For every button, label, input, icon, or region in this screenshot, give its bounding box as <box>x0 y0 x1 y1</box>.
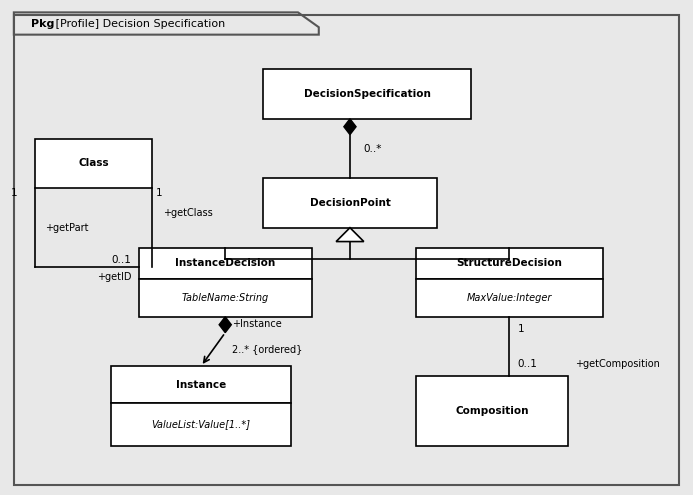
Polygon shape <box>344 119 356 135</box>
Text: +getClass: +getClass <box>163 208 213 218</box>
Text: InstanceDecision: InstanceDecision <box>175 258 275 268</box>
Text: 1: 1 <box>10 188 17 198</box>
Text: +getID: +getID <box>97 272 132 282</box>
Bar <box>263 69 471 119</box>
Text: 1: 1 <box>518 324 525 334</box>
Text: 0..1: 0..1 <box>112 255 132 265</box>
Text: MaxValue:Integer: MaxValue:Integer <box>466 293 552 303</box>
Text: 0..1: 0..1 <box>518 359 538 369</box>
Polygon shape <box>336 228 364 242</box>
Text: ValueList:Value[1..*]: ValueList:Value[1..*] <box>152 419 250 429</box>
Text: TableName:String: TableName:String <box>182 293 269 303</box>
Bar <box>111 366 291 403</box>
Text: Class: Class <box>78 158 109 168</box>
Text: Composition: Composition <box>455 406 529 416</box>
Bar <box>35 139 152 188</box>
Text: [Profile] Decision Specification: [Profile] Decision Specification <box>52 18 225 29</box>
Bar <box>263 178 437 228</box>
Bar <box>416 376 568 446</box>
Bar <box>416 248 603 279</box>
Text: +getComposition: +getComposition <box>575 359 660 369</box>
Text: +Instance: +Instance <box>232 319 282 329</box>
Text: Pkg: Pkg <box>31 18 55 29</box>
Text: Instance: Instance <box>176 380 226 390</box>
Polygon shape <box>219 317 231 333</box>
Text: 2..* {ordered}: 2..* {ordered} <box>232 345 303 354</box>
Text: DecisionPoint: DecisionPoint <box>310 198 390 208</box>
Text: 0..*: 0..* <box>364 144 383 153</box>
Text: +getPart: +getPart <box>45 223 89 233</box>
Text: 1: 1 <box>156 188 163 198</box>
Text: DecisionSpecification: DecisionSpecification <box>304 89 431 99</box>
Bar <box>139 248 312 279</box>
Bar <box>139 279 312 317</box>
Bar <box>416 279 603 317</box>
Bar <box>111 403 291 446</box>
Text: StructureDecision: StructureDecision <box>457 258 562 268</box>
